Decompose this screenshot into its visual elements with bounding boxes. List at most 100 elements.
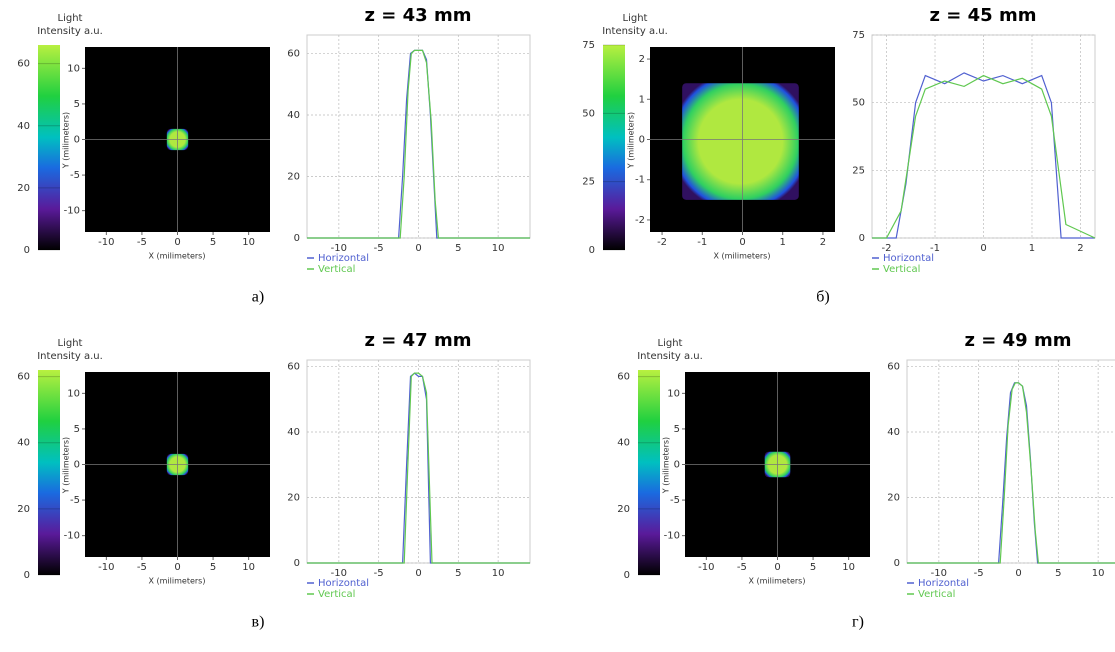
y-tick-label: 1 (639, 94, 645, 105)
colorbar-tick-label: 0 (24, 245, 30, 256)
x-tick-label: -5 (374, 568, 384, 579)
y-tick-label: 40 (287, 110, 300, 121)
colorbar-tick-label: 50 (582, 108, 595, 119)
y-tick-label: 5 (74, 99, 80, 110)
x-tick-label: -5 (974, 568, 984, 579)
x-tick-label: 0 (415, 243, 421, 254)
colorbar-tick-label: 20 (17, 504, 30, 515)
x-tick-label: 1 (780, 237, 786, 248)
y-tick-label: 10 (67, 388, 80, 399)
colorbar-title: Intensity a.u. (37, 26, 103, 37)
y-tick-label: -2 (635, 215, 645, 226)
x-tick-label: 0 (415, 568, 421, 579)
colorbar (603, 45, 625, 250)
x-tick-label: 10 (242, 237, 255, 248)
x-tick-label: -5 (137, 562, 147, 573)
y-tick-label: 25 (852, 165, 865, 176)
y-tick-label: 10 (667, 388, 680, 399)
y-axis-label: Y (milimeters) (62, 112, 71, 169)
panel-caption: б) (816, 289, 829, 306)
legend-label: Horizontal (883, 253, 934, 264)
x-tick-label: 1 (1029, 243, 1035, 254)
panel: LightIntensity a.u.0255075-2-1012-2-1012… (582, 5, 1095, 306)
panel: LightIntensity a.u.0204060-10-50510-10-5… (17, 5, 530, 306)
y-tick-label: -5 (70, 170, 80, 181)
colorbar-tick-label: 25 (582, 177, 595, 188)
x-axis-label: X (milimeters) (749, 577, 806, 586)
x-tick-label: 10 (242, 562, 255, 573)
colorbar-tick-label: 75 (582, 40, 595, 51)
colorbar-title: Light (623, 13, 648, 24)
colorbar-tick-label: 60 (17, 372, 30, 383)
beam-spot (682, 83, 799, 200)
x-tick-label: 10 (842, 562, 855, 573)
legend-label: Horizontal (318, 578, 369, 589)
x-tick-label: -1 (697, 237, 707, 248)
y-tick-label: 0 (74, 135, 80, 146)
x-tick-label: 2 (820, 237, 826, 248)
colorbar-title: Light (58, 13, 83, 24)
y-tick-label: 60 (287, 362, 300, 373)
x-tick-label: -10 (98, 562, 114, 573)
y-tick-label: -10 (664, 531, 680, 542)
colorbar-title: Intensity a.u. (37, 351, 103, 362)
x-tick-label: -2 (657, 237, 667, 248)
panel-caption: г) (852, 614, 864, 631)
colorbar-tick-label: 60 (617, 372, 630, 383)
legend-label: Vertical (318, 589, 355, 600)
panel-caption: а) (252, 289, 264, 306)
y-tick-label: 0 (674, 460, 680, 471)
y-tick-label: 10 (67, 63, 80, 74)
x-tick-label: 10 (492, 243, 505, 254)
legend-label: Horizontal (918, 578, 969, 589)
x-tick-label: 5 (210, 562, 216, 573)
x-tick-label: 0 (774, 562, 780, 573)
colorbar-tick-label: 40 (17, 121, 30, 132)
y-tick-label: -1 (635, 175, 645, 186)
y-tick-label: 0 (294, 558, 300, 569)
profile-line (907, 383, 1115, 563)
colorbar (638, 370, 660, 575)
y-tick-label: 0 (894, 558, 900, 569)
y-axis-label: Y (milimeters) (627, 112, 636, 169)
colorbar-tick-label: 60 (17, 59, 30, 70)
colorbar-tick-label: 0 (589, 245, 595, 256)
y-tick-label: 50 (852, 98, 865, 109)
y-tick-label: 60 (287, 48, 300, 59)
legend-label: Horizontal (318, 253, 369, 264)
x-tick-label: -10 (98, 237, 114, 248)
x-tick-label: 5 (810, 562, 816, 573)
x-tick-label: 5 (455, 568, 461, 579)
x-tick-label: 10 (1092, 568, 1105, 579)
x-axis-label: X (milimeters) (149, 252, 206, 261)
x-tick-label: 0 (174, 237, 180, 248)
y-tick-label: 20 (287, 493, 300, 504)
y-tick-label: 0 (294, 233, 300, 244)
profile-title: z = 49 mm (965, 330, 1072, 351)
profile-title: z = 45 mm (930, 5, 1037, 26)
colorbar-title: Light (58, 338, 83, 349)
y-tick-label: 0 (639, 135, 645, 146)
colorbar-tick-label: 0 (624, 570, 630, 581)
panel-caption: в) (252, 614, 265, 631)
y-tick-label: -10 (64, 531, 80, 542)
legend-label: Vertical (318, 264, 355, 275)
profile-line (907, 383, 1115, 563)
y-tick-label: 40 (887, 427, 900, 438)
legend-label: Vertical (883, 264, 920, 275)
y-tick-label: 0 (74, 460, 80, 471)
y-tick-label: 5 (674, 424, 680, 435)
y-tick-label: 5 (74, 424, 80, 435)
x-tick-label: 0 (174, 562, 180, 573)
x-tick-label: -5 (374, 243, 384, 254)
colorbar (38, 370, 60, 575)
y-tick-label: 60 (887, 362, 900, 373)
x-tick-label: 0 (1015, 568, 1021, 579)
figure: LightIntensity a.u.0204060-10-50510-10-5… (0, 0, 1115, 652)
x-tick-label: 2 (1077, 243, 1083, 254)
y-tick-label: 0 (859, 233, 865, 244)
x-tick-label: 5 (1055, 568, 1061, 579)
y-axis-label: Y (milimeters) (662, 437, 671, 494)
x-axis-label: X (milimeters) (149, 577, 206, 586)
